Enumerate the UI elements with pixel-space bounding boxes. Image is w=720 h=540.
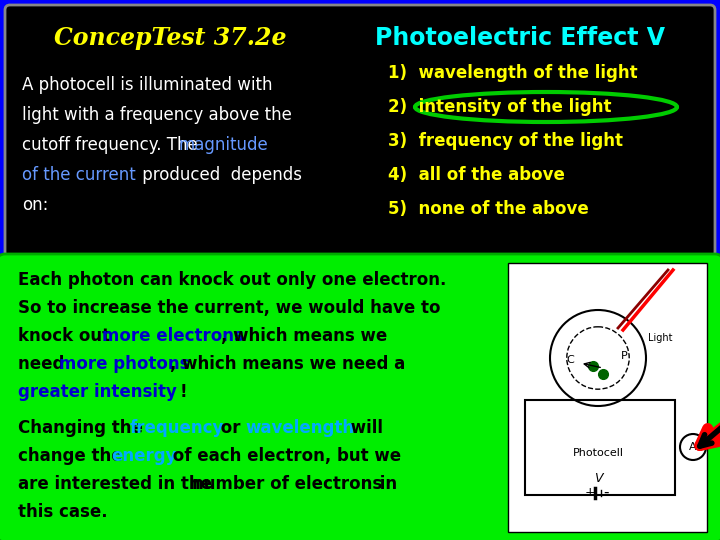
Text: need: need [18,355,70,373]
Text: V: V [594,471,602,484]
Text: or: or [215,419,246,437]
Text: Photocell: Photocell [572,448,624,458]
Text: A photocell is illuminated with: A photocell is illuminated with [22,76,272,94]
Text: 1)  wavelength of the light: 1) wavelength of the light [388,64,638,82]
Text: more photons: more photons [59,355,189,373]
Text: will: will [345,419,383,437]
Text: , which means we: , which means we [221,327,387,345]
Text: wavelength: wavelength [245,419,354,437]
Text: 4)  all of the above: 4) all of the above [388,166,565,184]
Text: 2)  intensity of the light: 2) intensity of the light [388,98,611,116]
Text: !: ! [180,383,188,401]
Text: light with a frequency above the: light with a frequency above the [22,106,292,124]
Text: 3)  frequency of the light: 3) frequency of the light [388,132,623,150]
Text: +: + [585,485,595,498]
Text: this case.: this case. [18,503,107,521]
Text: ConcepTest 37.2e: ConcepTest 37.2e [54,26,287,50]
Text: energy: energy [111,447,176,465]
Text: Changing the: Changing the [18,419,148,437]
Text: change the: change the [18,447,128,465]
Text: Light: Light [648,333,672,343]
Text: produced  depends: produced depends [137,166,302,184]
Text: of each electron, but we: of each electron, but we [167,447,401,465]
FancyBboxPatch shape [0,254,720,540]
Text: , which means we need a: , which means we need a [170,355,405,373]
FancyBboxPatch shape [5,5,715,257]
Text: P: P [621,351,627,361]
FancyBboxPatch shape [508,263,707,532]
Text: magnitude: magnitude [179,136,269,154]
Text: -: - [603,484,608,500]
Text: knock out: knock out [18,327,116,345]
Text: number of electrons: number of electrons [192,475,382,493]
Text: 5)  none of the above: 5) none of the above [388,200,589,218]
Text: Each photon can knock out only one electron.: Each photon can knock out only one elect… [18,271,446,289]
Text: cutoff frequency. The: cutoff frequency. The [22,136,203,154]
Text: of the current: of the current [22,166,136,184]
Text: greater intensity: greater intensity [18,383,177,401]
Text: A: A [689,442,697,452]
Text: So to increase the current, we would have to: So to increase the current, we would hav… [18,299,441,317]
Text: on:: on: [22,196,48,214]
Text: more electrons: more electrons [102,327,244,345]
Text: Photoelectric Effect V: Photoelectric Effect V [375,26,665,50]
Text: are interested in the: are interested in the [18,475,217,493]
Bar [525,400,675,495]
Text: frequency: frequency [130,419,225,437]
Text: in: in [374,475,397,493]
Text: C: C [566,355,574,365]
